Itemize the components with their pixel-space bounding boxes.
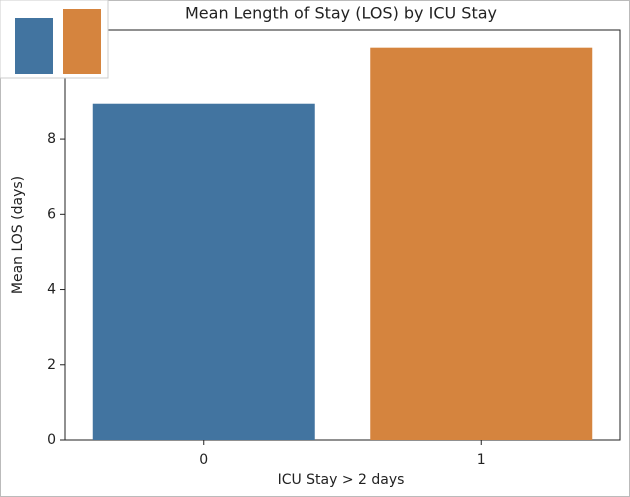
thumbnail-bar xyxy=(63,9,101,74)
y-tick-label: 2 xyxy=(47,357,56,373)
x-axis-label: ICU Stay > 2 days xyxy=(278,472,405,488)
plot-frame xyxy=(64,29,621,441)
y-tick-label: 0 xyxy=(47,432,56,448)
y-tick-label: 6 xyxy=(47,206,56,222)
thumbnail xyxy=(0,0,109,79)
thumbnail-bar xyxy=(15,18,53,74)
x-tick-label: 0 xyxy=(199,452,208,468)
y-tick-label: 4 xyxy=(47,282,56,298)
y-axis-label: Mean LOS (days) xyxy=(10,176,26,294)
chart-title: Mean Length of Stay (LOS) by ICU Stay xyxy=(185,4,497,23)
bar xyxy=(370,47,593,441)
x-tick-label: 1 xyxy=(477,452,486,468)
bar xyxy=(92,103,315,441)
y-tick-label: 8 xyxy=(47,131,56,147)
